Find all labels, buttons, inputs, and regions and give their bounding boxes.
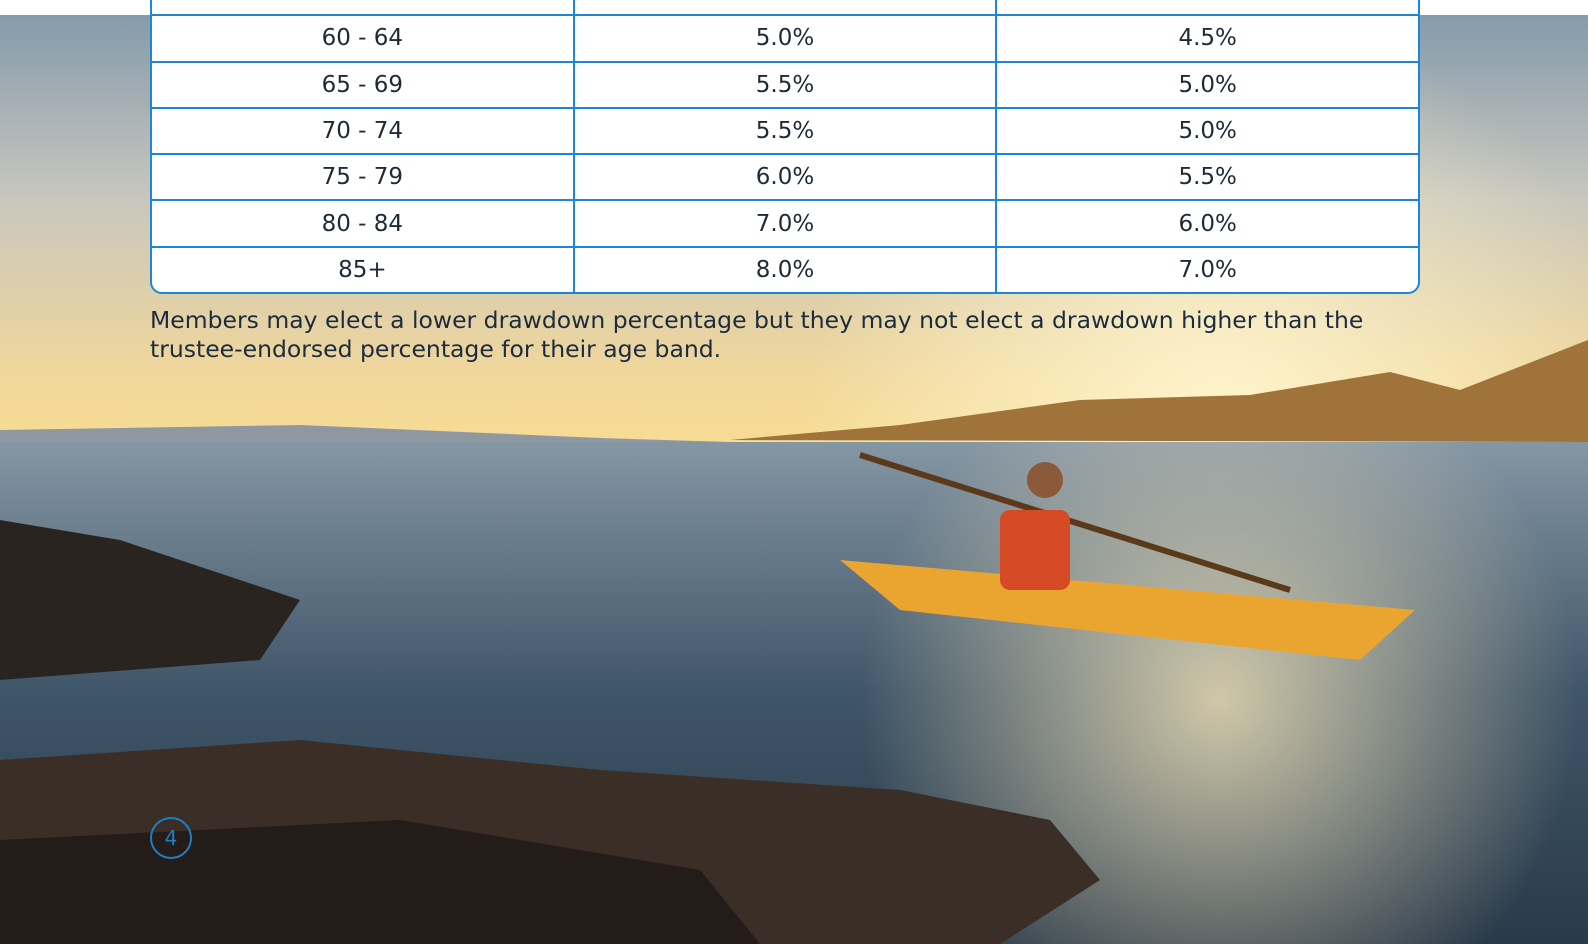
table-cell: 75 - 79 xyxy=(152,155,573,199)
note: Members may elect a lower drawdown perce… xyxy=(150,306,1420,364)
table-cell: 70 - 74 xyxy=(152,109,573,153)
table-cell: 7.0% xyxy=(573,201,996,245)
page-number: 4 xyxy=(150,817,192,859)
table-cell: 65 - 69 xyxy=(152,63,573,107)
table-cell: 5.5% xyxy=(995,155,1418,199)
table-cell: 80 - 84 xyxy=(152,201,573,245)
drawdown-table: 55 - 594.5%4.0%60 - 645.0%4.5%65 - 695.5… xyxy=(150,0,1420,294)
table-cell: 5.0% xyxy=(573,16,996,60)
table-cell: 5.5% xyxy=(573,63,996,107)
table-cell: 85+ xyxy=(152,248,573,292)
table-row: 85+8.0%7.0% xyxy=(152,246,1418,292)
table-cell: 4.5% xyxy=(573,0,996,14)
table-row: 55 - 594.5%4.0% xyxy=(152,0,1418,14)
table-cell: 8.0% xyxy=(573,248,996,292)
table-cell: 5.0% xyxy=(995,63,1418,107)
table-cell: 5.0% xyxy=(995,109,1418,153)
table-cell: 4.5% xyxy=(995,16,1418,60)
page: 55 - 594.5%4.0%60 - 645.0%4.5%65 - 695.5… xyxy=(0,0,1588,944)
table-cell: 7.0% xyxy=(995,248,1418,292)
table-cell: 5.5% xyxy=(573,109,996,153)
table-cell: 6.0% xyxy=(573,155,996,199)
table-cell: 55 - 59 xyxy=(152,0,573,14)
table-cell: 6.0% xyxy=(995,201,1418,245)
table-cell: 60 - 64 xyxy=(152,16,573,60)
table-cell: 4.0% xyxy=(995,0,1418,14)
